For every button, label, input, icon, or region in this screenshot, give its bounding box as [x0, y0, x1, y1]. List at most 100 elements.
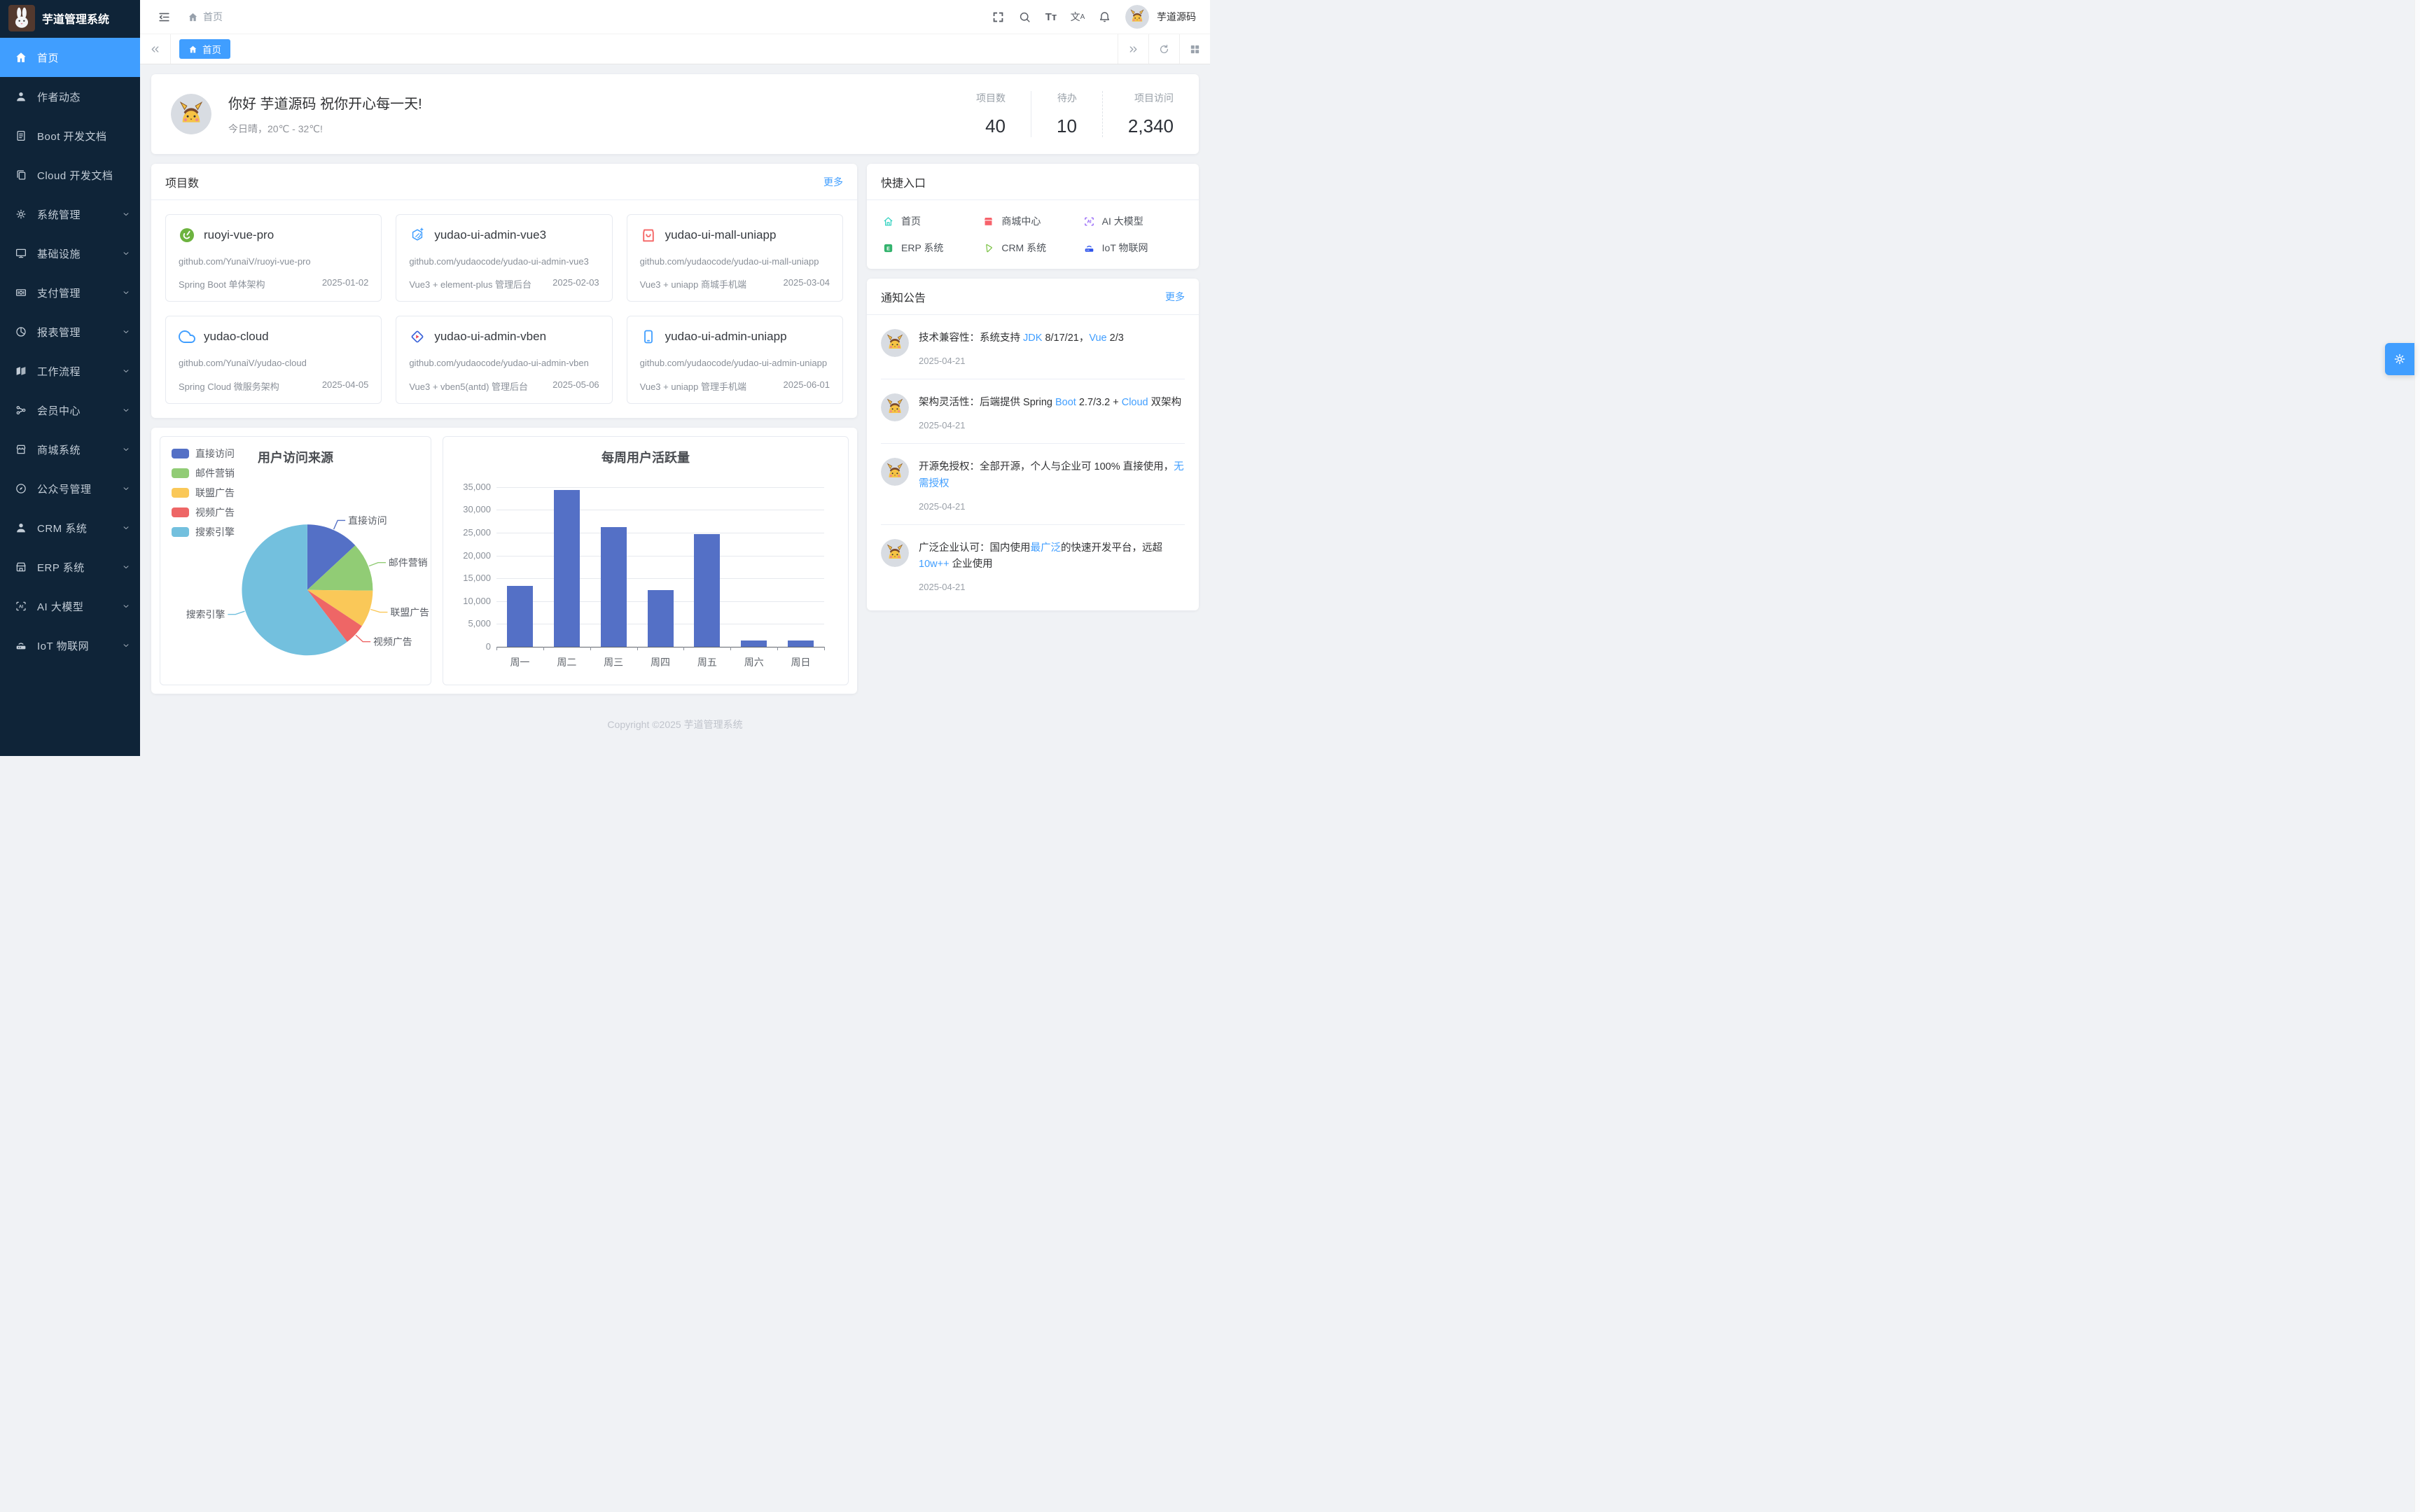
bar: [600, 526, 627, 647]
sidebar-item-system[interactable]: 系统管理: [0, 195, 140, 234]
notice-item[interactable]: 技术兼容性：系统支持 JDK 8/17/21，Vue 2/3 2025-04-21: [881, 315, 1185, 379]
quick-entry-item[interactable]: IoT 物联网: [1083, 241, 1183, 255]
layout-grid-icon[interactable]: [1179, 34, 1210, 64]
projects-more-link[interactable]: 更多: [823, 176, 843, 188]
notice-highlight: 10w++: [919, 558, 950, 570]
legend-item[interactable]: 视频广告: [172, 505, 235, 519]
search-icon[interactable]: [1012, 0, 1037, 34]
sidebar-item-pay[interactable]: 支付管理: [0, 273, 140, 312]
weather-text: 今日晴，20℃ - 32℃!: [228, 123, 323, 134]
notice-text: 开源免授权：全部开源，个人与企业可 100% 直接使用，: [919, 461, 1174, 473]
chevron-down-icon: [122, 524, 130, 532]
sidebar-item-label: CRM 系统: [37, 522, 88, 535]
project-url: github.com/yudaocode/yudao-ui-admin-vben: [409, 358, 589, 369]
app-root: 芋道管理系统 首页 作者动态 Boot 开发文档 Cloud 开发文档 系统管理 基础设施…: [0, 0, 1210, 756]
font-size-icon[interactable]: Tт: [1045, 10, 1057, 23]
sidebar-item-report[interactable]: 报表管理: [0, 312, 140, 351]
project-card-header: yudao-cloud: [179, 328, 368, 345]
page-scrollbar[interactable]: [2414, 0, 2420, 1512]
quick-entry-item[interactable]: CRM 系统: [982, 241, 1083, 255]
sidebar-item-ai[interactable]: AI AI 大模型: [0, 587, 140, 626]
quick-entry-item[interactable]: 首页: [882, 214, 982, 228]
notice-item[interactable]: 广泛企业认可：国内使用最广泛的快速开发平台，远超 10w++ 企业使用 2025-…: [881, 524, 1185, 605]
breadcrumb[interactable]: 首页: [188, 10, 223, 24]
notice-text: 广泛企业认可：国内使用: [919, 542, 1031, 554]
quick-entry-title: 快捷入口: [881, 177, 926, 190]
quick-entry-item[interactable]: E ERP 系统: [882, 241, 982, 255]
sidebar-item-iot[interactable]: IoT 物联网: [0, 626, 140, 665]
user-icon: [15, 90, 27, 103]
stat-visits: 项目访问 2,340: [1101, 91, 1179, 137]
sidebar-item-cloud-doc[interactable]: Cloud 开发文档: [0, 155, 140, 195]
sidebar-item-boot-doc[interactable]: Boot 开发文档: [0, 116, 140, 155]
stat-todos: 待办 10: [1031, 91, 1102, 137]
sidebar-collapse-icon[interactable]: [151, 0, 176, 34]
sidebar-item-author[interactable]: 作者动态: [0, 77, 140, 116]
project-desc: Vue3 + uniapp 管理手机端: [639, 381, 747, 392]
quick-entry-header: 快捷入口: [867, 164, 1199, 200]
notice-title: 广泛企业认可：国内使用最广泛的快速开发平台，远超 10w++ 企业使用: [919, 540, 1185, 573]
project-card[interactable]: yudao-ui-admin-vben github.com/yudaocode/…: [396, 316, 613, 404]
legend-item[interactable]: 邮件营销: [172, 466, 235, 480]
mall-project-icon: [640, 227, 657, 244]
sidebar-item-erp[interactable]: ERP 系统: [0, 547, 140, 587]
refresh-icon[interactable]: [1148, 34, 1179, 64]
notice-item[interactable]: 架构灵活性：后端提供 Spring Boot 2.7/3.2 + Cloud 双…: [881, 379, 1185, 443]
bar-chart: 0 5,000 10,000 15,000 20,000 25,000 30,000 35,0…: [443, 437, 848, 685]
sidebar-item-home[interactable]: 首页: [0, 38, 140, 77]
sidebar-item-infra[interactable]: 基础设施: [0, 234, 140, 273]
project-name: yudao-ui-admin-uniapp: [665, 330, 787, 344]
legend-item[interactable]: 直接访问: [172, 447, 235, 461]
quick-entry-item[interactable]: 商城中心: [982, 214, 1083, 228]
bar-chart-title: 每周用户活跃量: [601, 450, 690, 465]
sidebar-item-label: 报表管理: [37, 326, 81, 339]
app-logo[interactable]: 芋道管理系统: [0, 0, 140, 36]
tab-home[interactable]: 首页: [179, 39, 230, 59]
legend-item[interactable]: 搜索引擎: [172, 525, 235, 539]
project-desc: Spring Cloud 微服务架构: [179, 381, 279, 392]
notice-body: 开源免授权：全部开源，个人与企业可 100% 直接使用，无需授权 2025-04-…: [919, 458, 1185, 511]
tabs-scroll-right-icon[interactable]: [1118, 34, 1148, 64]
sidebar-item-workflow[interactable]: 工作流程: [0, 351, 140, 391]
notice-highlight: 无需授权: [919, 461, 1184, 489]
user-avatar[interactable]: [1125, 5, 1149, 29]
quick-entry-item[interactable]: AI AI 大模型: [1083, 214, 1183, 228]
project-name: ruoyi-vue-pro: [204, 228, 274, 241]
notice-date: 2025-04-21: [919, 582, 966, 593]
tabbar-spacer: [230, 34, 1118, 64]
chevron-down-icon: [122, 445, 130, 454]
notice-item[interactable]: 开源免授权：全部开源，个人与企业可 100% 直接使用，无需授权 2025-04-…: [881, 443, 1185, 524]
fullscreen-icon[interactable]: [985, 0, 1010, 34]
gear-icon: [2394, 354, 2405, 365]
content-columns: 项目数 更多 ruoyi-vue-pro github.com/YunaiV/ru…: [151, 164, 1199, 694]
sidebar-item-label: 工作流程: [37, 365, 81, 378]
sidebar-item-mp[interactable]: 公众号管理: [0, 469, 140, 508]
project-card[interactable]: yudao-ui-admin-vue3 github.com/yudaocode/…: [396, 214, 613, 302]
notification-bell-icon[interactable]: [1092, 0, 1117, 34]
project-card[interactable]: yudao-ui-admin-uniapp github.com/yudaocod…: [626, 316, 843, 404]
sidebar-item-mall[interactable]: 商城系统: [0, 430, 140, 469]
legend-item[interactable]: 联盟广告: [172, 486, 235, 500]
sidebar-item-label: 作者动态: [37, 91, 81, 104]
sidebar-item-crm[interactable]: CRM 系统: [0, 508, 140, 547]
settings-drawer-button[interactable]: [2385, 343, 2414, 375]
project-card[interactable]: yudao-cloud github.com/YunaiV/yudao-cloud…: [165, 316, 382, 404]
project-card[interactable]: yudao-ui-mall-uniapp github.com/yudaocode…: [626, 214, 843, 302]
notices-header: 通知公告 更多: [867, 279, 1199, 315]
bar: [788, 640, 814, 647]
notices-more-link[interactable]: 更多: [1165, 290, 1185, 302]
quick-entry-panel: 快捷入口 首页 商城中心 AI AI 大模型 E ERP 系统 CRM 系统 IoT 物联网: [867, 164, 1199, 269]
pie-chart: 直接访问邮件营销联盟广告视频广告搜索引擎: [160, 437, 431, 685]
monitor-icon: [15, 247, 27, 260]
project-desc: Vue3 + vben5(antd) 管理后台: [409, 381, 529, 392]
legend-label: 邮件营销: [195, 467, 235, 479]
chevron-down-icon: [122, 328, 130, 336]
tabs-scroll-left-icon[interactable]: [140, 34, 171, 64]
notice-avatar: [881, 329, 909, 357]
username[interactable]: 芋道源码: [1157, 11, 1196, 22]
project-card[interactable]: ruoyi-vue-pro github.com/YunaiV/ruoyi-vue…: [165, 214, 382, 302]
sidebar-item-member[interactable]: 会员中心: [0, 391, 140, 430]
navbar-left: 首页: [151, 0, 223, 34]
